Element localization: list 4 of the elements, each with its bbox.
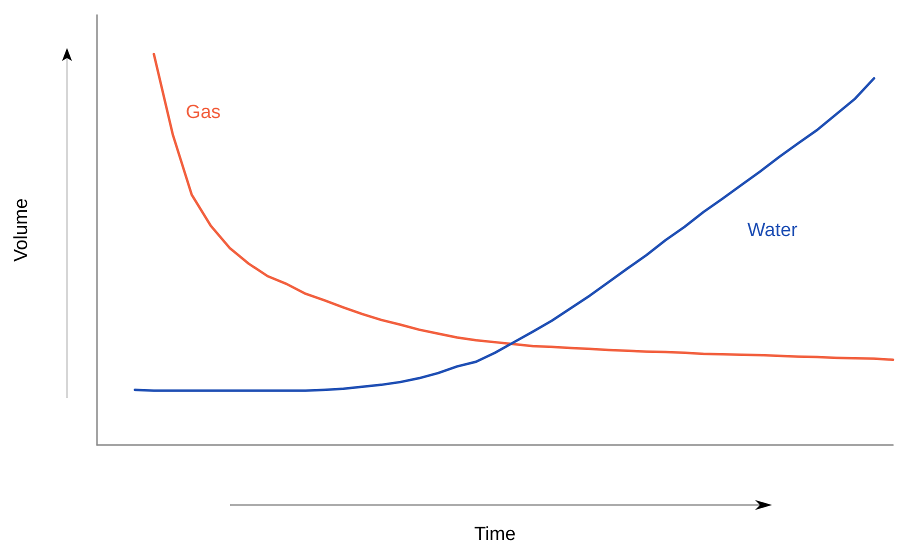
x-axis-title: Time <box>474 524 516 545</box>
y-axis-title: Volume <box>11 198 32 262</box>
series-label: Water <box>747 220 798 242</box>
series-label: Gas <box>186 102 221 124</box>
